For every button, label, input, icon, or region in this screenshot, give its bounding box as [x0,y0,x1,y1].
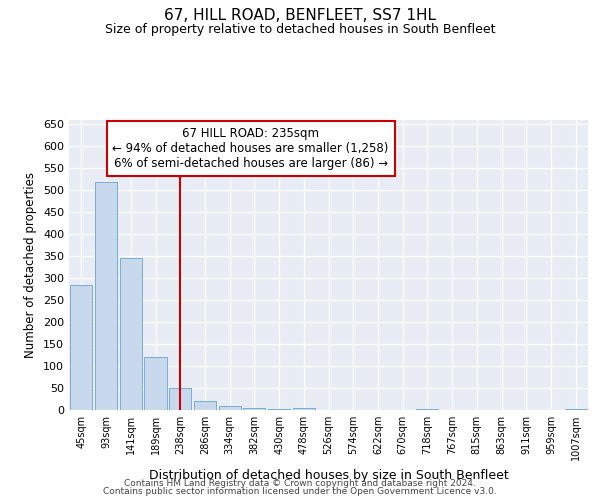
Bar [293,408,315,410]
Text: Contains HM Land Registry data © Crown copyright and database right 2024.: Contains HM Land Registry data © Crown c… [124,478,476,488]
Text: 67, HILL ROAD, BENFLEET, SS7 1HL: 67, HILL ROAD, BENFLEET, SS7 1HL [164,8,436,22]
Bar [194,401,216,410]
Bar [565,409,587,410]
Bar [218,406,241,410]
Bar [119,258,142,410]
Bar [416,409,439,410]
X-axis label: Distribution of detached houses by size in South Benfleet: Distribution of detached houses by size … [149,468,508,481]
Bar [70,285,92,410]
Bar [169,388,191,410]
Bar [268,409,290,410]
Bar [243,408,265,410]
Text: Size of property relative to detached houses in South Benfleet: Size of property relative to detached ho… [105,22,495,36]
Text: Contains public sector information licensed under the Open Government Licence v3: Contains public sector information licen… [103,487,497,496]
Bar [95,182,117,410]
Bar [145,358,167,410]
Text: 67 HILL ROAD: 235sqm
← 94% of detached houses are smaller (1,258)
6% of semi-det: 67 HILL ROAD: 235sqm ← 94% of detached h… [112,127,389,170]
Y-axis label: Number of detached properties: Number of detached properties [25,172,37,358]
